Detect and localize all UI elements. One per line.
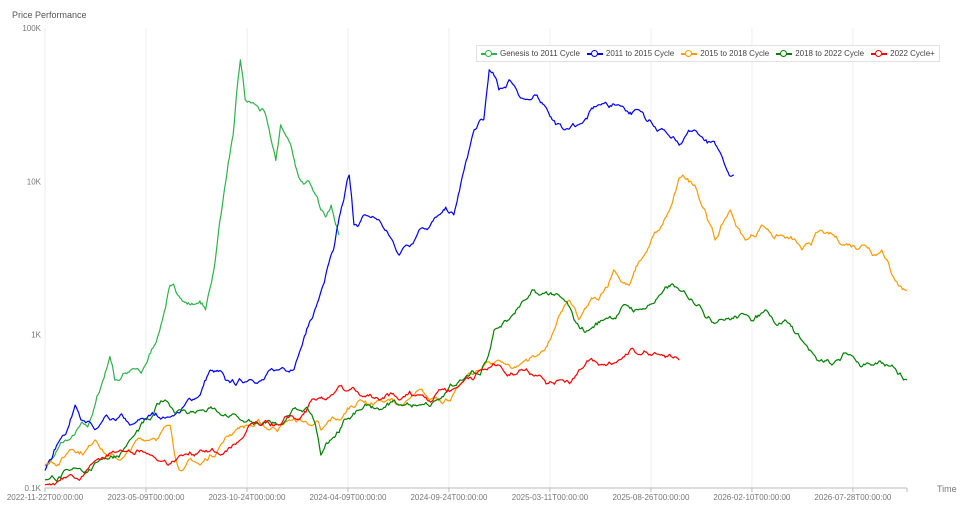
y-tick-label: 1K	[31, 331, 41, 340]
y-tick-label: 100K	[22, 24, 41, 33]
legend-line-circle-icon	[776, 49, 793, 58]
legend-label: Genesis to 2011 Cycle	[500, 49, 580, 58]
y-tick-label: 0.1K	[25, 484, 42, 493]
x-tick-label: 2024-04-09T00:00:00	[309, 493, 387, 502]
x-tick-label: 2023-05-09T00:00:00	[108, 493, 186, 502]
legend-item-4[interactable]: 2022 Cycle+	[871, 49, 935, 58]
y-axis-title: Price Performance	[12, 10, 87, 20]
legend-item-2[interactable]: 2015 to 2018 Cycle	[681, 49, 769, 58]
legend-line-circle-icon	[681, 49, 698, 58]
series-line-2	[44, 174, 908, 472]
legend-item-3[interactable]: 2018 to 2022 Cycle	[776, 49, 864, 58]
legend-line-circle-icon	[871, 49, 888, 58]
series-line-4	[44, 347, 680, 486]
x-tick-label: 2023-10-24T00:00:00	[208, 493, 286, 502]
legend-label: 2015 to 2018 Cycle	[700, 49, 770, 58]
x-tick-label: 2026-07-28T00:00:00	[814, 493, 892, 502]
legend-label: 2011 to 2015 Cycle	[605, 49, 675, 58]
x-tick-label: 2026-02-10T00:00:00	[713, 493, 791, 502]
series-line-1	[44, 69, 735, 471]
y-axis-ticks: 100K 10K 1K 0.1K	[22, 24, 41, 493]
series-lines	[44, 59, 908, 486]
x-axis-title: Time	[937, 484, 957, 494]
legend: Genesis to 2011 Cycle 2011 to 2015 Cycle 2…	[476, 45, 940, 62]
grid-lines	[44, 28, 854, 488]
x-tick-label: 2024-09-24T00:00:00	[410, 493, 488, 502]
legend-line-circle-icon	[586, 49, 603, 58]
y-tick-label: 10K	[27, 177, 42, 186]
x-tick-label: 2022-11-22T00:00:00	[7, 493, 84, 502]
legend-line-circle-icon	[481, 49, 497, 58]
x-tick-label: 2025-08-26T00:00:00	[612, 493, 690, 502]
legend-item-1[interactable]: 2011 to 2015 Cycle	[586, 49, 675, 58]
x-axis-ticks: 2022-11-22T00:00:00 2023-05-09T00:00:00 20…	[7, 488, 908, 502]
series-line-0	[44, 59, 340, 467]
x-tick-label: 2025-03-11T00:00:00	[512, 493, 589, 502]
legend-item-0[interactable]: Genesis to 2011 Cycle	[481, 49, 580, 58]
series-line-3	[44, 283, 908, 482]
legend-label: 2018 to 2022 Cycle	[795, 49, 865, 58]
legend-label: 2022 Cycle+	[890, 49, 935, 58]
